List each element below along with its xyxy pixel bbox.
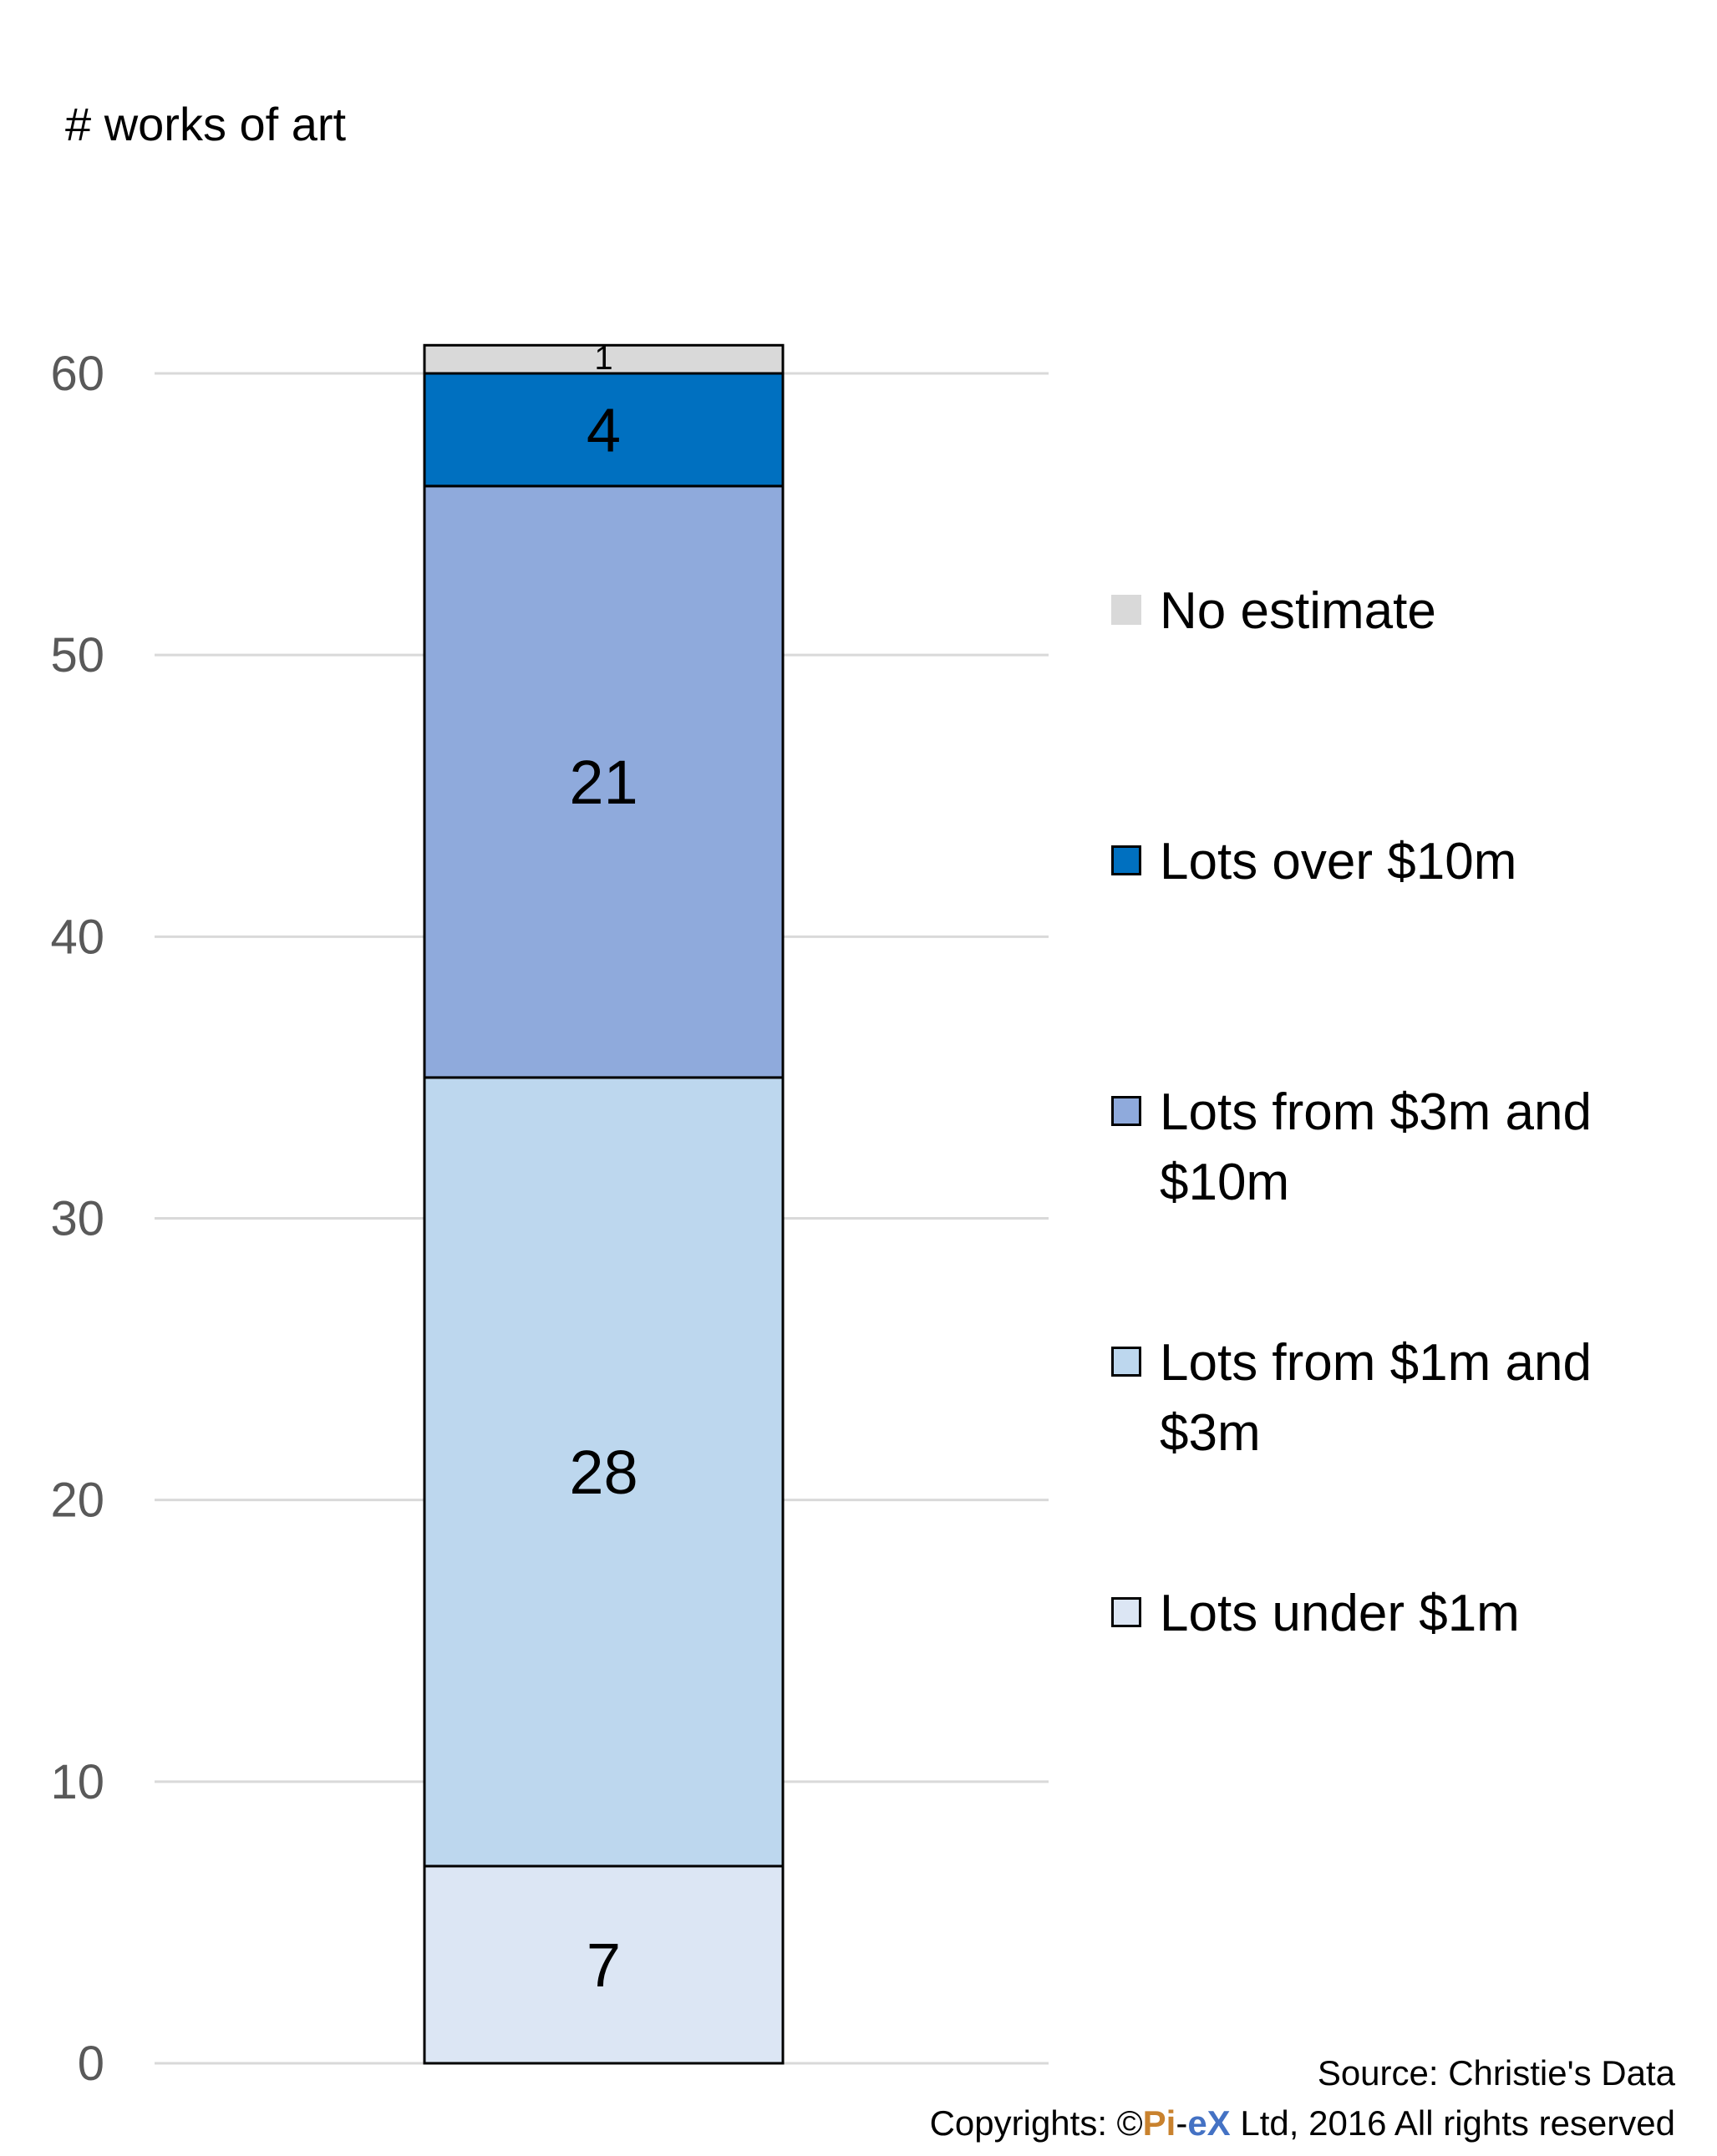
brand-ex: eX [1187, 2103, 1231, 2143]
data-label-1: 28 [569, 1438, 638, 1507]
bar-segment-1 [423, 1076, 785, 1868]
y-tick-40: 40 [50, 910, 104, 964]
y-tick-50: 50 [50, 628, 104, 682]
legend-label-over-10m: Lots over $10m [1160, 833, 1517, 890]
data-label-3: 4 [587, 395, 621, 464]
y-tick-60: 60 [50, 347, 104, 401]
legend-swatch-3m-10m [1111, 1096, 1141, 1126]
bar-segment-0 [423, 1864, 785, 2065]
bar-segment-3 [423, 372, 785, 488]
data-label-4: 1 [594, 340, 612, 377]
bar-segment-4 [423, 343, 785, 375]
brand-dash: - [1176, 2103, 1188, 2143]
legend-swatch-1m-3m [1111, 1347, 1141, 1377]
stacked-bar [423, 343, 785, 2065]
legend-label-no-estimate: No estimate [1160, 582, 1436, 640]
data-labels: 7 28 21 4 1 [569, 340, 638, 2000]
y-tick-30: 30 [50, 1192, 104, 1246]
legend-swatch-no-estimate [1111, 595, 1141, 625]
legend-label-3m-10m: Lots from $3m and $10m [1160, 1083, 1592, 1211]
y-tick-0: 0 [78, 2037, 104, 2091]
legend-swatch-under-1m [1111, 1597, 1141, 1627]
y-tick-10: 10 [50, 1755, 104, 1809]
bar-segment-2 [423, 484, 785, 1079]
data-label-2: 21 [569, 748, 638, 817]
copyright-note: Copyrights: ©Pi-eX Ltd, 2016 All rights … [930, 2103, 1675, 2143]
y-axis-label: # works of art [65, 98, 347, 150]
data-label-0: 7 [587, 1930, 621, 2000]
source-note: Source: Christie's Data [1317, 2053, 1675, 2093]
brand-pi: Pi [1142, 2103, 1176, 2143]
copyright-suffix: Ltd, 2016 All rights reserved [1230, 2103, 1675, 2143]
legend-swatch-over-10m [1111, 845, 1141, 875]
copyright-prefix: Copyrights: © [929, 2103, 1143, 2143]
y-tick-labels: 0 10 20 30 40 50 60 [50, 347, 104, 2091]
y-tick-20: 20 [50, 1474, 104, 1528]
legend-label-1m-3m: Lots from $1m and $3m [1160, 1334, 1592, 1462]
legend-label-under-1m: Lots under $1m [1160, 1585, 1520, 1642]
